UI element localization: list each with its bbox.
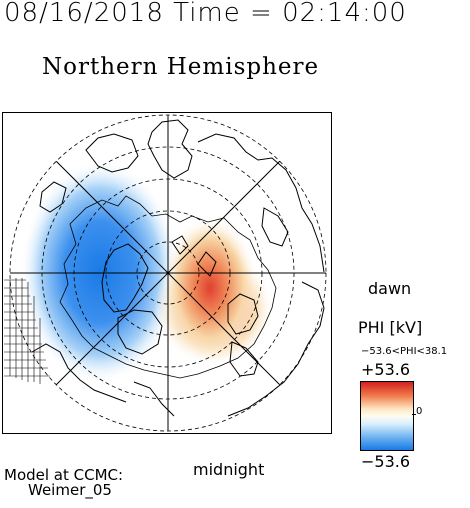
polar-map (2, 112, 332, 434)
midnight-label: midnight (193, 460, 265, 479)
colorbar-max-label: +53.6 (361, 360, 411, 379)
model-credit: Model at CCMC: Weimer_05 (4, 468, 123, 498)
coastal-grid-left (4, 278, 50, 384)
colorbar-range: −53.6<PHI<38.1 (361, 346, 448, 357)
colorbar-zero-label: 0 (416, 406, 423, 417)
colorbar-zero-tick (412, 414, 416, 415)
hemisphere-title: Northern Hemisphere (42, 54, 320, 80)
colorbar-min-label: −53.6 (361, 452, 411, 471)
timestamp: 08/16/2018 Time = 02:14:00 (4, 0, 407, 28)
negative-potential-cell (20, 160, 180, 384)
positive-potential-cell (162, 216, 258, 360)
credit-line-2: Weimer_05 (28, 481, 112, 499)
dawn-label: dawn (368, 279, 412, 298)
polar-map-svg (2, 112, 332, 434)
meridian-lines (10, 115, 326, 431)
colorbar-title: PHI [kV] (358, 318, 423, 337)
coastlines (31, 119, 325, 417)
colorbar (360, 381, 414, 451)
credit-line-1: Model at CCMC: (4, 466, 124, 484)
